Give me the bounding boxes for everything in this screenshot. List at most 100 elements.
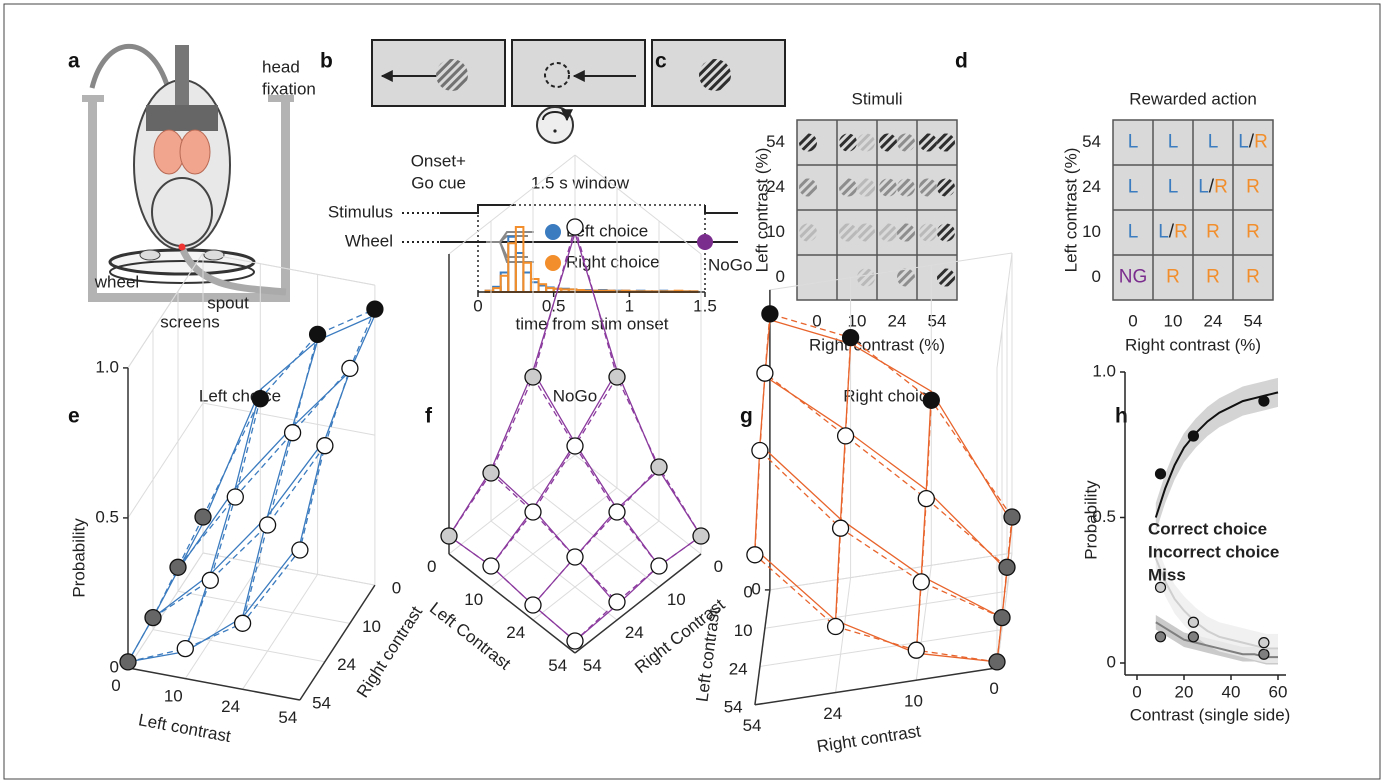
panel-title: Stimuli	[851, 89, 902, 108]
y-tick-label: 24	[337, 655, 356, 674]
y-tick-label: 0	[714, 557, 723, 576]
reward-symbol: NG	[1119, 267, 1148, 288]
grating	[937, 179, 955, 197]
z-tick-label: 1.0	[95, 357, 119, 376]
grating	[919, 224, 937, 242]
window-label: 1.5 s window	[531, 173, 630, 192]
reward-cell: L	[1208, 132, 1219, 153]
reward-cell: L	[1168, 132, 1179, 153]
x-tick-label: 10	[164, 687, 183, 706]
reward-symbol: L	[1198, 177, 1209, 198]
x-tick-label: 0	[473, 296, 482, 315]
x-axis-label: Right contrast (%)	[1125, 335, 1261, 354]
reward-cell: L	[1168, 177, 1179, 198]
grating	[857, 269, 875, 287]
x-tick-label: 24	[888, 311, 907, 330]
reward-cell: R	[1246, 267, 1260, 288]
model-line	[755, 549, 997, 662]
legend-entry: Correct choice	[1148, 519, 1267, 538]
data-point	[843, 330, 859, 346]
y-axis-label: Left contrast (%)	[752, 148, 771, 273]
x-tick-label: 24	[221, 697, 240, 716]
onset-label: Onset+	[411, 151, 466, 170]
histogram-bin	[516, 253, 524, 292]
histogram-bin	[523, 273, 531, 293]
reward-cell: NG	[1119, 267, 1148, 288]
x-tick-label: 0	[812, 311, 821, 330]
panel-letter: a	[68, 50, 80, 73]
y-tick-label: 54	[312, 694, 331, 713]
grid-line	[491, 488, 617, 587]
data-point	[828, 619, 844, 635]
reward-symbol: R	[1246, 222, 1260, 243]
data-point	[252, 391, 268, 407]
reward-symbol: L	[1168, 177, 1179, 198]
data-point	[170, 559, 186, 575]
data-point	[260, 517, 276, 533]
reward-symbol: R	[1166, 267, 1180, 288]
reward-symbol: R	[1214, 177, 1228, 198]
grating	[799, 134, 817, 152]
histogram-bin	[523, 263, 531, 292]
choice-dot	[545, 224, 561, 240]
grating	[879, 224, 897, 242]
y-axis-label: Left contrast (%)	[1061, 148, 1080, 273]
x-tick-label: 1	[625, 296, 634, 315]
data-point	[367, 301, 383, 317]
grating	[879, 179, 897, 197]
reward-symbol: L	[1128, 132, 1139, 153]
data-point	[483, 465, 499, 481]
figure: aheadfixationwheelspoutscreensbOnset+Go …	[0, 0, 1384, 783]
reward-cell: R	[1206, 222, 1220, 243]
grating	[839, 224, 857, 242]
reward-cell: R	[1206, 267, 1220, 288]
x-axis-label: Left contrast	[137, 710, 233, 746]
y-tick-label: 24	[1082, 177, 1101, 196]
grid-line	[765, 591, 1007, 628]
data-point	[202, 572, 218, 588]
x-tick-label: 60	[1269, 682, 1288, 701]
data-point	[441, 528, 457, 544]
nogo-label: NoGo	[708, 255, 752, 274]
data-line	[203, 309, 375, 517]
y-tick-label: 24	[625, 623, 644, 642]
x-tick-label: 10	[1164, 311, 1183, 330]
row-label: Wheel	[345, 231, 393, 250]
grating	[857, 179, 875, 197]
data-line	[997, 517, 1012, 662]
grating	[937, 269, 955, 287]
x-tick-label: 40	[1222, 682, 1241, 701]
data-point	[908, 642, 924, 658]
data-point	[285, 425, 301, 441]
z-tick-label: 0.5	[95, 507, 119, 526]
axis-line	[755, 668, 997, 705]
axis-line	[128, 668, 300, 700]
data-point	[757, 365, 773, 381]
legend-entry: Incorrect choice	[1148, 542, 1279, 561]
data-point	[1259, 649, 1269, 659]
panel-letter: d	[955, 50, 968, 73]
y-tick-label: 0	[776, 267, 785, 286]
data-point	[747, 547, 763, 563]
reward-cell: R	[1166, 267, 1180, 288]
x-tick-label: 54	[548, 656, 567, 675]
model-line	[760, 445, 1002, 618]
x-tick-label: 10	[464, 590, 483, 609]
x-tick-label: 54	[1244, 311, 1263, 330]
data-point	[923, 392, 939, 408]
grating	[857, 134, 875, 152]
reward-cell: L/R	[1198, 177, 1228, 198]
x-tick-label: 54	[928, 311, 947, 330]
y-axis-label: Probability	[1081, 480, 1100, 560]
histogram-bin	[531, 282, 539, 292]
grid-line	[760, 630, 1002, 667]
reward-cell: L/R	[1238, 132, 1268, 153]
data-point	[989, 654, 1005, 670]
z-tick-label: 0	[110, 657, 119, 676]
axis-line	[755, 590, 770, 705]
data-point	[567, 438, 583, 454]
setup-label: spout	[207, 293, 249, 312]
y-axis-label: Right contrast	[816, 722, 923, 757]
x-axis-label: Left Contrast	[426, 599, 514, 674]
data-point	[762, 306, 778, 322]
